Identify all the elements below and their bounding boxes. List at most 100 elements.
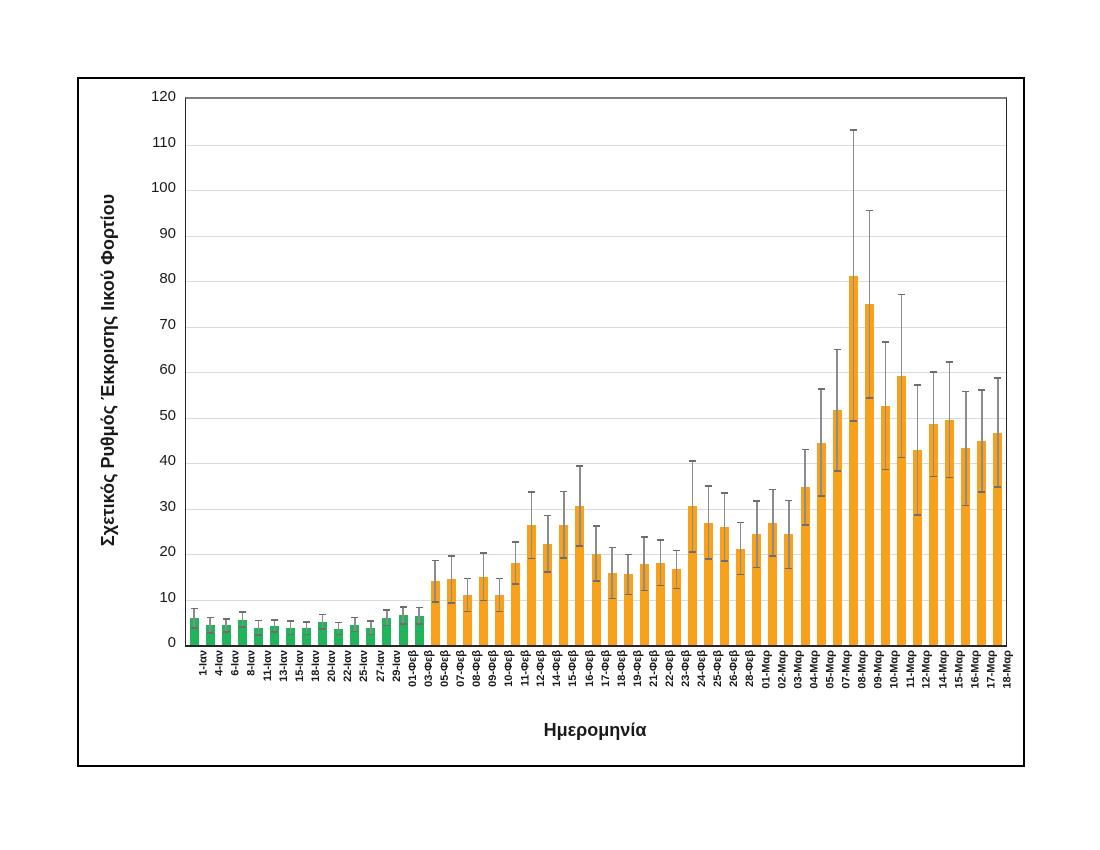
bar (462, 594, 472, 645)
bar (366, 627, 376, 645)
error-bar (643, 536, 645, 591)
error-bar-cap (238, 626, 246, 629)
error-bar-cap (463, 577, 471, 580)
error-bar (804, 449, 806, 525)
error-bar-cap (624, 553, 632, 556)
x-tick-label: 14-Φεβ (551, 650, 564, 687)
error-bar-cap (817, 388, 825, 390)
bar (253, 627, 263, 645)
error-bar-cap (335, 621, 343, 624)
error-bar (402, 606, 404, 625)
error-bar-cap (592, 580, 600, 582)
x-tick-label: 15-Ιαν (294, 650, 307, 682)
error-bar-cap (914, 383, 922, 386)
bar (752, 534, 762, 645)
x-tick-label: 03-Μαρ (792, 650, 805, 689)
error-bar-cap (994, 486, 1002, 488)
y-tick-label: 40 (159, 452, 176, 469)
x-tick-label: 11-Φεβ (519, 650, 532, 687)
bar (768, 522, 778, 645)
error-bar (820, 388, 822, 497)
x-tick-label: 15-Φεβ (567, 650, 580, 687)
error-bar-cap (544, 570, 552, 573)
error-bar-cap (753, 500, 761, 502)
x-tick-label: 12-Φεβ (535, 650, 548, 687)
y-tick-label: 80 (159, 270, 176, 287)
x-tick-label: 07-Φεβ (454, 650, 467, 687)
error-bar (965, 391, 967, 506)
error-bar-cap (512, 541, 520, 543)
error-bar-cap (496, 610, 504, 613)
error-bar-cap (496, 577, 504, 580)
y-tick-label: 90 (159, 224, 176, 242)
bar (382, 617, 392, 645)
bar (302, 628, 312, 645)
error-bar-cap (270, 619, 278, 621)
x-tick-label: 09-Μαρ (872, 650, 885, 689)
error-bar-cap (737, 573, 745, 576)
x-tick-label: 01-Φεβ (406, 650, 419, 687)
x-tick-label: 21-Φεβ (647, 650, 660, 687)
x-tick-label: 11-Ιαν (261, 650, 274, 682)
bar (414, 615, 424, 645)
error-bar-cap (769, 555, 777, 557)
error-bar-cap (576, 465, 584, 467)
error-bar (836, 349, 838, 471)
error-bar-cap (640, 589, 648, 592)
error-bar (321, 614, 324, 630)
error-bar-cap (865, 209, 873, 212)
bar (720, 527, 730, 645)
error-bar-cap (881, 341, 889, 343)
error-bar (193, 608, 195, 628)
error-bar-cap (946, 476, 954, 479)
error-bar (482, 553, 485, 601)
error-bar-cap (897, 293, 905, 296)
x-tick-label: 13-Ιαν (277, 650, 290, 682)
error-bar (466, 578, 469, 612)
y-axis-title: Σχετικός Ρυθμός Έκκρισης Ιικού Φορτίου (98, 193, 118, 547)
error-bar-cap (447, 555, 455, 557)
y-tick-label: 20 (159, 543, 176, 560)
error-bar-cap (415, 623, 423, 625)
error-bar-cap (431, 559, 439, 562)
error-bar-cap (978, 389, 986, 391)
error-bar-cap (962, 504, 970, 507)
error-bar-cap (254, 634, 262, 636)
error-bar-cap (801, 448, 809, 451)
error-bar-cap (206, 616, 214, 619)
x-tick-label: 23-Φεβ (679, 650, 692, 687)
y-tick-label: 120 (150, 88, 176, 105)
y-tick-label: 60 (159, 361, 176, 378)
error-bar-cap (769, 488, 777, 491)
error-bar (788, 500, 790, 569)
error-bar (225, 619, 227, 632)
bar (575, 506, 585, 645)
x-tick-label: 10-Φεβ (503, 650, 516, 687)
bar (784, 534, 794, 645)
bar (639, 563, 649, 645)
x-tick-label: 15-Μαρ (953, 650, 966, 689)
error-bar (772, 489, 774, 556)
x-tick-label: 8-Ιαν (245, 650, 258, 676)
x-tick-label: 18-Μαρ (1001, 650, 1014, 689)
x-tick-label: 09-Φεβ (486, 650, 499, 687)
x-tick-label: 11-Μαρ (905, 650, 917, 689)
error-bar-cap (785, 499, 793, 502)
error-bar (418, 607, 420, 625)
x-tick-label: 22-Ιαν (342, 650, 355, 682)
error-bar (354, 617, 356, 632)
x-tick-label: 05-Μαρ (824, 650, 837, 689)
error-bar (547, 515, 549, 572)
bar (430, 581, 440, 645)
bar (607, 573, 617, 645)
x-tick-label: 04-Μαρ (808, 650, 821, 689)
error-bar (595, 526, 597, 581)
bar (591, 553, 601, 645)
bar (446, 579, 456, 645)
error-bar-cap (287, 620, 294, 622)
x-tick-label: 17-Φεβ (599, 650, 612, 687)
error-bar-cap (849, 420, 857, 422)
y-tick-label: 10 (159, 588, 176, 606)
bar (800, 487, 810, 645)
error-bar-cap (721, 492, 729, 494)
